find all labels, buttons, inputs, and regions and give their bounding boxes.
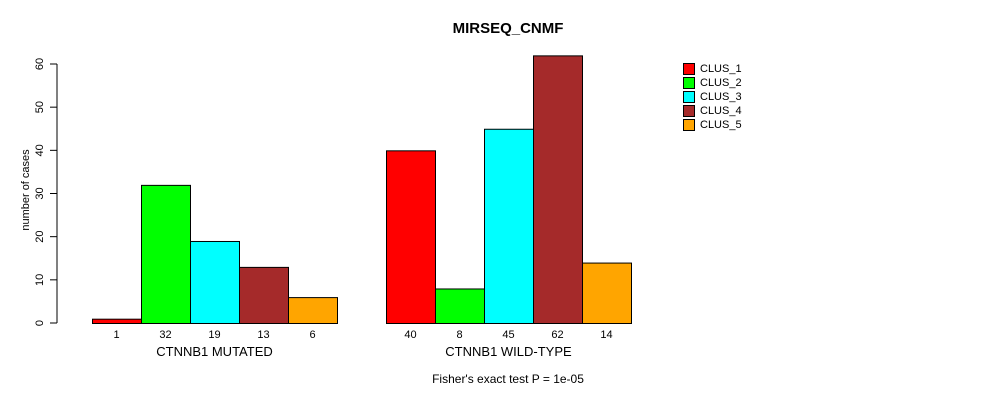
y-tick-label-40: 40 xyxy=(34,144,46,156)
y-tick-label-20: 20 xyxy=(34,231,46,243)
legend-item-clus-2: CLUS_2 xyxy=(683,76,742,90)
group-label-ctnnb1-mutated: CTNNB1 MUTATED xyxy=(156,344,273,359)
bar-clus-5-ctnnb1-mutated xyxy=(288,297,338,325)
group-label-ctnnb1-wild-type: CTNNB1 WILD-TYPE xyxy=(445,344,572,359)
bar-value-label-clus-1-ctnnb1-wild-type: 40 xyxy=(404,329,416,341)
legend-swatch-clus-2 xyxy=(683,77,695,89)
bar-value-label-clus-2-ctnnb1-wild-type: 8 xyxy=(456,329,462,341)
bar-value-label-clus-4-ctnnb1-mutated: 13 xyxy=(257,329,269,341)
y-tick-label-50: 50 xyxy=(34,101,46,113)
annotation-text: Fisher's exact test P = 1e-05 xyxy=(432,372,584,386)
bar-clus-4-ctnnb1-wild-type xyxy=(533,55,583,324)
y-tick-label-0: 0 xyxy=(34,320,46,326)
legend: CLUS_1 CLUS_2 CLUS_3 CLUS_4 CLUS_5 xyxy=(683,62,742,132)
bar-clus-4-ctnnb1-mutated xyxy=(239,266,289,324)
bar-clus-1-ctnnb1-mutated xyxy=(92,318,142,324)
legend-swatch-clus-1 xyxy=(683,63,695,75)
y-tick-label-10: 10 xyxy=(34,274,46,286)
bar-value-label-clus-4-ctnnb1-wild-type: 62 xyxy=(551,329,563,341)
legend-item-clus-3: CLUS_3 xyxy=(683,90,742,104)
chart-title: MIRSEQ_CNMF xyxy=(452,20,564,37)
legend-label-clus-3: CLUS_3 xyxy=(700,91,742,103)
bar-clus-3-ctnnb1-mutated xyxy=(190,240,240,325)
bar-clus-2-ctnnb1-wild-type xyxy=(435,288,485,325)
bar-clus-1-ctnnb1-wild-type xyxy=(386,150,436,324)
bar-value-label-clus-1-ctnnb1-mutated: 1 xyxy=(113,329,119,341)
legend-label-clus-5: CLUS_5 xyxy=(700,119,742,131)
legend-swatch-clus-5 xyxy=(683,119,695,131)
legend-label-clus-4: CLUS_4 xyxy=(700,105,742,117)
legend-swatch-clus-3 xyxy=(683,91,695,103)
legend-swatch-clus-4 xyxy=(683,105,695,117)
y-tick-label-60: 60 xyxy=(34,58,46,70)
legend-item-clus-5: CLUS_5 xyxy=(683,118,742,132)
legend-label-clus-2: CLUS_2 xyxy=(700,77,742,89)
y-tick-label-30: 30 xyxy=(34,187,46,199)
bar-value-label-clus-2-ctnnb1-mutated: 32 xyxy=(159,329,171,341)
bar-value-label-clus-5-ctnnb1-mutated: 6 xyxy=(309,329,315,341)
legend-label-clus-1: CLUS_1 xyxy=(700,63,742,75)
bar-clus-3-ctnnb1-wild-type xyxy=(484,128,534,324)
legend-item-clus-4: CLUS_4 xyxy=(683,104,742,118)
bar-value-label-clus-3-ctnnb1-mutated: 19 xyxy=(208,329,220,341)
bar-value-label-clus-5-ctnnb1-wild-type: 14 xyxy=(600,329,612,341)
legend-item-clus-1: CLUS_1 xyxy=(683,62,742,76)
bar-clus-2-ctnnb1-mutated xyxy=(141,184,191,324)
bar-clus-5-ctnnb1-wild-type xyxy=(582,262,632,325)
bar-value-label-clus-3-ctnnb1-wild-type: 45 xyxy=(502,329,514,341)
